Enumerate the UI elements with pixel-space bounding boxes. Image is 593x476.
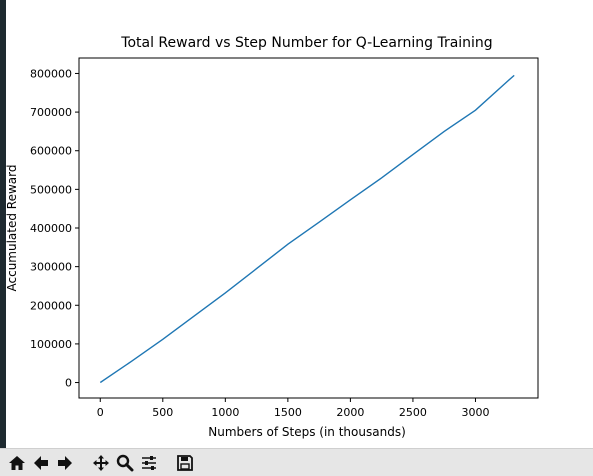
chart-svg: Total Reward vs Step Number for Q-Learni…	[6, 35, 539, 439]
x-tick-label: 0	[97, 406, 104, 419]
plot-area	[78, 57, 539, 399]
x-tick-label: 3000	[461, 406, 489, 419]
forward-arrow-icon	[58, 455, 72, 470]
pan-icon	[93, 454, 109, 471]
back-button[interactable]	[30, 452, 52, 474]
y-tick-label: 600000	[30, 145, 72, 158]
zoom-icon	[116, 454, 134, 471]
x-axis-label: Numbers of Steps (in thousands)	[208, 425, 406, 439]
x-tick-label: 500	[152, 406, 173, 419]
y-tick-label: 500000	[30, 183, 72, 196]
figure-canvas: Total Reward vs Step Number for Q-Learni…	[6, 0, 593, 448]
y-tick-label: 400000	[30, 222, 72, 235]
x-axis: 0 500 1000 1500 2000 2500 3000	[97, 398, 489, 419]
forward-button[interactable]	[54, 452, 76, 474]
y-tick-label: 200000	[30, 299, 72, 312]
pan-button[interactable]	[90, 452, 112, 474]
window-edge	[0, 0, 6, 448]
y-tick-label: 300000	[30, 261, 72, 274]
x-tick-label: 2500	[399, 406, 427, 419]
y-axis-label: Accumulated Reward	[6, 165, 19, 292]
x-tick-label: 1500	[274, 406, 302, 419]
y-tick-label: 100000	[30, 338, 72, 351]
save-icon	[177, 454, 193, 471]
back-arrow-icon	[34, 455, 48, 470]
chart-title: Total Reward vs Step Number for Q-Learni…	[120, 35, 492, 51]
series-line	[99, 74, 515, 384]
x-tick-label: 1000	[211, 406, 239, 419]
y-tick-label: 0	[65, 377, 72, 390]
y-axis: 0 100000 200000 300000 400000 500000 600000 700…	[30, 67, 79, 390]
configure-subplots-button[interactable]	[138, 452, 160, 474]
navigation-toolbar	[0, 448, 593, 476]
y-tick-label: 700000	[30, 106, 72, 119]
save-button[interactable]	[174, 452, 196, 474]
x-tick-label: 2000	[336, 406, 364, 419]
configure-subplots-icon	[142, 455, 156, 470]
y-tick-label: 800000	[30, 67, 72, 80]
zoom-button[interactable]	[114, 452, 136, 474]
home-icon	[9, 455, 25, 470]
home-button[interactable]	[6, 452, 28, 474]
